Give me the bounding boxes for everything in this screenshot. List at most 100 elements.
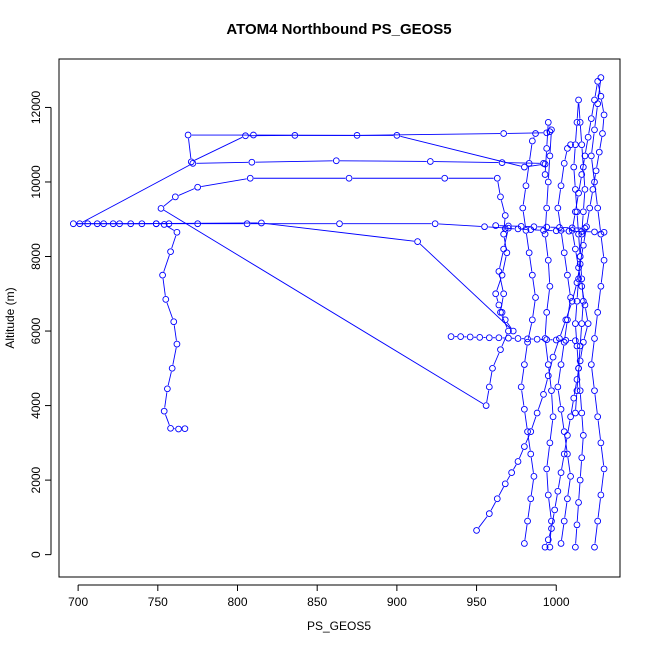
series-line-segment	[576, 371, 579, 388]
series-line-segment	[576, 282, 579, 298]
series-line-segment	[167, 371, 172, 386]
series-line-segment	[564, 435, 568, 451]
series-line-segment	[594, 185, 598, 205]
data-point	[495, 268, 503, 275]
x-axis-label: PS_GEOS5	[307, 619, 371, 633]
data-point	[572, 320, 579, 327]
data-point	[591, 335, 598, 342]
data-point	[567, 473, 574, 480]
series-line-segment	[597, 289, 601, 309]
data-point	[525, 160, 533, 167]
data-point	[540, 227, 547, 234]
data-point	[573, 118, 581, 126]
data-point	[524, 335, 531, 343]
data-point	[519, 204, 527, 212]
series-line-segment	[500, 200, 505, 213]
series-line-segment	[188, 138, 192, 159]
data-point	[583, 223, 590, 231]
data-point	[165, 220, 173, 228]
data-point	[584, 133, 592, 141]
data-point	[564, 145, 571, 152]
data-point	[495, 301, 503, 309]
data-point	[544, 372, 552, 380]
series-line-segment	[578, 260, 581, 276]
data-point	[572, 337, 579, 345]
data-point	[575, 96, 582, 104]
data-point	[576, 342, 584, 350]
y-axis-label: Altitude (m)	[3, 287, 17, 348]
series-line-segment	[529, 256, 533, 272]
data-point	[551, 506, 559, 514]
data-point	[541, 335, 549, 342]
data-point	[578, 141, 586, 149]
series-line-segment	[532, 278, 536, 295]
data-point	[557, 182, 565, 190]
series-line-segment	[579, 327, 582, 343]
data-point	[541, 230, 549, 238]
series-4	[541, 118, 557, 551]
series-line-segment	[505, 162, 540, 164]
series-line-segment	[178, 188, 195, 196]
series-line-segment	[519, 449, 524, 459]
series-2	[473, 78, 608, 551]
series-line-segment	[164, 392, 168, 408]
data-point	[597, 439, 605, 447]
data-point	[522, 227, 530, 234]
series-line-segment	[526, 166, 530, 183]
data-point	[549, 353, 557, 361]
data-point	[167, 248, 174, 256]
data-point	[554, 383, 562, 391]
series-line-segment	[573, 148, 576, 164]
data-point	[498, 309, 506, 316]
y-tick-label: 2000	[29, 466, 43, 493]
series-line-segment	[597, 498, 601, 518]
series-line-segment	[583, 192, 586, 209]
data-point	[581, 152, 589, 160]
series-line-segment	[201, 178, 247, 188]
data-point	[500, 230, 508, 238]
data-point	[560, 428, 568, 436]
series-line-segment	[601, 99, 604, 112]
series-line-segment	[575, 528, 578, 544]
data-point	[586, 204, 594, 212]
data-point	[549, 413, 557, 421]
series-line-segment	[521, 368, 525, 384]
data-point	[481, 223, 488, 231]
data-point	[492, 290, 500, 298]
series-line-segment	[521, 390, 525, 406]
data-point	[564, 495, 571, 503]
data-point	[194, 220, 202, 228]
data-point	[258, 219, 265, 227]
data-point	[543, 204, 551, 212]
data-point	[575, 364, 582, 372]
data-point	[600, 465, 608, 473]
series-line-segment	[589, 192, 593, 205]
data-point	[527, 428, 535, 436]
data-point	[157, 205, 165, 212]
data-point	[543, 129, 551, 137]
data-point	[572, 141, 579, 149]
series-line-segment	[588, 122, 592, 134]
series-line-segment	[526, 233, 530, 250]
x-tick-label: 1000	[543, 595, 570, 609]
data-point	[524, 517, 531, 525]
data-point	[575, 189, 582, 197]
data-point	[573, 279, 581, 286]
data-point	[544, 256, 552, 264]
data-point	[167, 424, 174, 432]
data-point	[560, 249, 568, 257]
series-8	[447, 333, 579, 345]
series-line-segment	[546, 446, 550, 466]
x-tick-label: 700	[68, 595, 88, 609]
series-line-segment	[581, 438, 584, 455]
data-point	[578, 409, 586, 417]
data-point	[575, 264, 582, 272]
series-line-segment	[564, 256, 568, 272]
data-point	[570, 394, 578, 402]
series-line-segment	[597, 81, 601, 101]
y-tick-label: 0	[29, 551, 43, 558]
series-line-segment	[172, 347, 177, 365]
series-line-segment	[578, 349, 581, 365]
data-point	[447, 333, 455, 340]
series-line-segment	[593, 174, 596, 186]
